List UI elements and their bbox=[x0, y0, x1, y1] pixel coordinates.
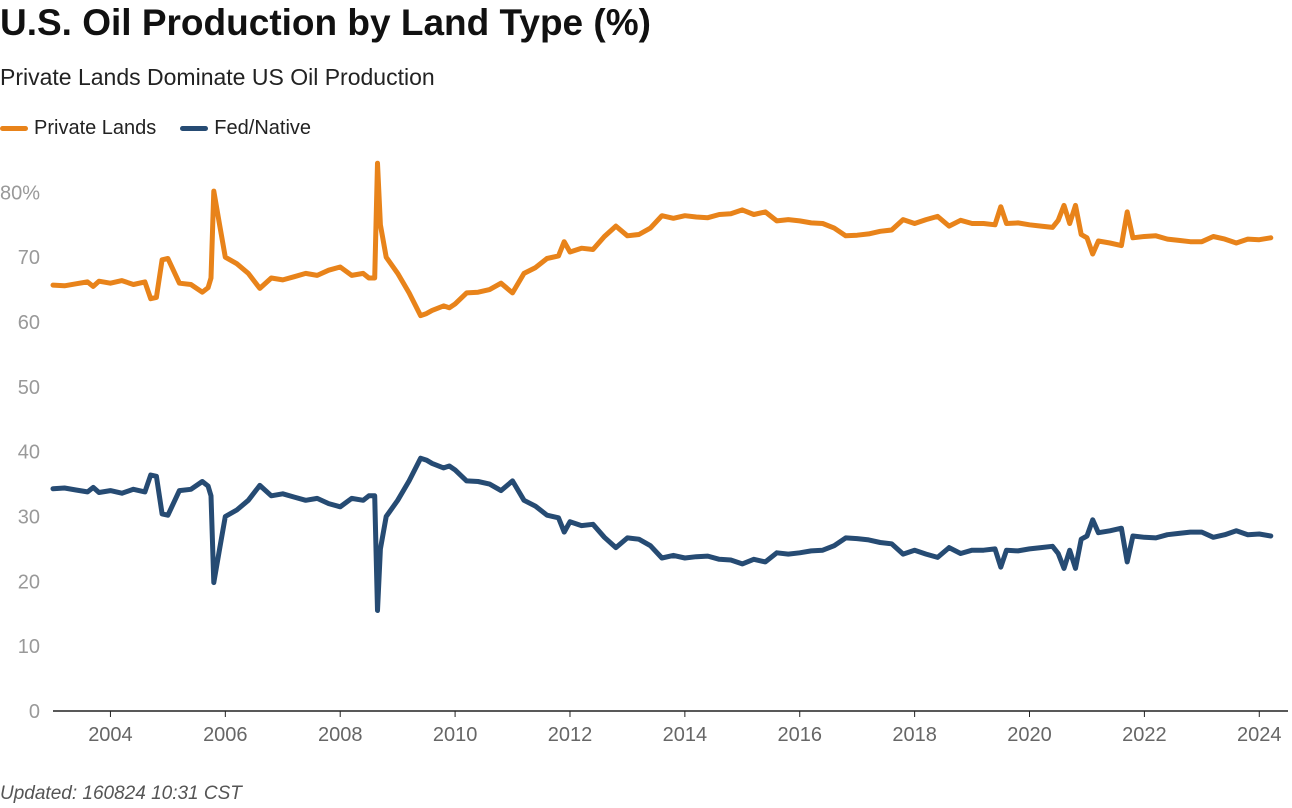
legend-swatch-fed-native bbox=[180, 126, 209, 131]
y-tick-label: 40 bbox=[18, 442, 40, 464]
legend-item-fed-native: Fed/Native bbox=[180, 117, 311, 140]
legend-swatch-private-lands bbox=[0, 126, 28, 131]
series-line-fed-native bbox=[50, 455, 1274, 613]
legend-label-fed-native: Fed/Native bbox=[214, 117, 312, 139]
updated-timestamp: Updated: 160824 10:31 CST bbox=[0, 783, 242, 804]
y-tick-label: 70 bbox=[18, 247, 40, 269]
x-tick-label: 2006 bbox=[203, 724, 248, 746]
y-tick-label: 50 bbox=[18, 377, 40, 399]
legend-item-private-lands: Private Lands bbox=[0, 117, 156, 140]
y-tick-label: 60 bbox=[18, 312, 40, 334]
y-tick-label: 80% bbox=[0, 182, 40, 204]
y-tick-label: 0 bbox=[29, 701, 40, 723]
y-tick-label: 10 bbox=[18, 636, 40, 658]
series-line-private-lands bbox=[50, 160, 1274, 319]
legend-label-private-lands: Private Lands bbox=[34, 117, 157, 139]
x-tick-label: 2012 bbox=[548, 724, 593, 746]
y-tick-label: 20 bbox=[18, 571, 40, 593]
x-tick-label: 2010 bbox=[433, 724, 478, 746]
chart-legend: Private Lands Fed/Native bbox=[0, 117, 335, 140]
x-tick-label: 2020 bbox=[1007, 724, 1052, 746]
x-tick-label: 2016 bbox=[777, 724, 822, 746]
x-tick-label: 2008 bbox=[318, 724, 363, 746]
chart-subtitle: Private Lands Dominate US Oil Production bbox=[0, 64, 435, 90]
x-tick-label: 2024 bbox=[1237, 724, 1282, 746]
y-tick-label: 30 bbox=[18, 507, 40, 529]
x-tick-label: 2004 bbox=[88, 724, 133, 746]
x-tick-label: 2014 bbox=[663, 724, 708, 746]
x-tick-label: 2022 bbox=[1122, 724, 1167, 746]
x-tick-label: 2018 bbox=[892, 724, 937, 746]
chart-title: U.S. Oil Production by Land Type (%) bbox=[0, 2, 651, 43]
